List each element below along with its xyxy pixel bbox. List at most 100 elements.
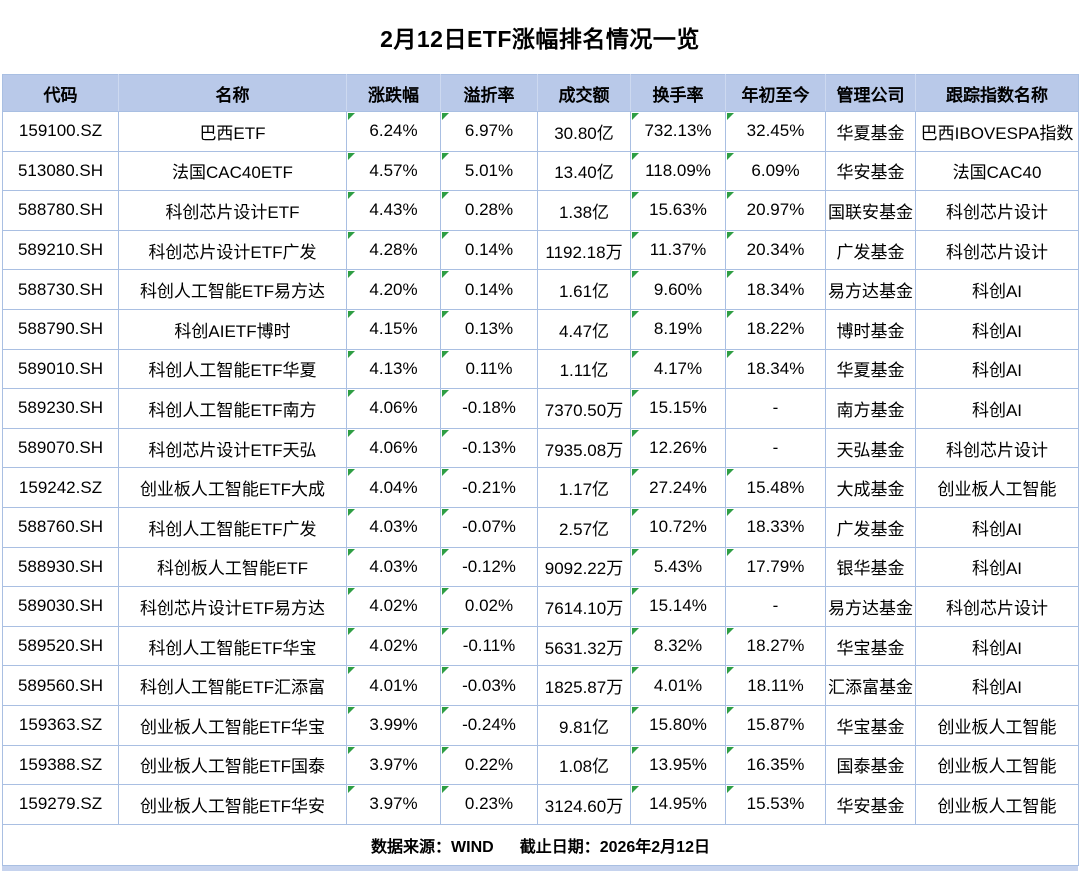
cell-ytd[interactable]: 6.09% [725,150,826,192]
cell-premium[interactable]: 0.02% [440,586,538,627]
cell-change[interactable]: 4.06% [346,427,441,469]
cell-ytd[interactable]: 18.11% [725,665,826,706]
cell-premium[interactable]: 0.14% [440,229,538,271]
cell-premium[interactable]: 5.01% [440,150,538,192]
cell-turnover[interactable]: 30.80亿 [537,111,631,152]
cell-premium[interactable]: -0.24% [440,704,538,746]
column-header-premium[interactable]: 溢折率 [440,74,538,112]
cell-turnover_rate[interactable]: 15.63% [630,190,726,231]
cell-ytd[interactable]: - [725,427,826,469]
cell-index[interactable]: 科创AI [915,506,1079,548]
cell-index[interactable]: 创业板人工智能 [915,744,1079,786]
column-header-turnover_rate[interactable]: 换手率 [630,74,726,112]
cell-name[interactable]: 创业板人工智能ETF华安 [118,784,347,825]
cell-code[interactable]: 588760.SH [2,506,119,548]
cell-index[interactable]: 科创AI [915,625,1079,667]
cell-index[interactable]: 科创AI [915,665,1079,706]
cell-name[interactable]: 科创人工智能ETF华夏 [118,348,347,390]
cell-index[interactable]: 创业板人工智能 [915,704,1079,746]
cell-premium[interactable]: 0.28% [440,190,538,231]
cell-name[interactable]: 科创板人工智能ETF [118,546,347,588]
cell-change[interactable]: 4.43% [346,190,441,231]
cell-manager[interactable]: 汇添富基金 [825,665,916,706]
column-header-manager[interactable]: 管理公司 [825,74,916,112]
cell-premium[interactable]: -0.18% [440,388,538,429]
cell-index[interactable]: 科创AI [915,269,1079,310]
cell-premium[interactable]: -0.03% [440,665,538,706]
cell-ytd[interactable]: - [725,586,826,627]
cell-turnover[interactable]: 7614.10万 [537,586,631,627]
cell-turnover[interactable]: 1825.87万 [537,665,631,706]
cell-ytd[interactable]: 32.45% [725,111,826,152]
cell-ytd[interactable]: 15.87% [725,704,826,746]
cell-index[interactable]: 巴西IBOVESPA指数 [915,111,1079,152]
cell-premium[interactable]: -0.11% [440,625,538,667]
cell-code[interactable]: 159242.SZ [2,467,119,508]
cell-name[interactable]: 创业板人工智能ETF大成 [118,467,347,508]
column-header-code[interactable]: 代码 [2,74,119,112]
cell-turnover_rate[interactable]: 732.13% [630,111,726,152]
column-header-ytd[interactable]: 年初至今 [725,74,826,112]
cell-name[interactable]: 科创人工智能ETF汇添富 [118,665,347,706]
cell-turnover[interactable]: 1.08亿 [537,744,631,786]
cell-premium[interactable]: -0.12% [440,546,538,588]
cell-name[interactable]: 科创人工智能ETF南方 [118,388,347,429]
cell-turnover[interactable]: 13.40亿 [537,150,631,192]
cell-manager[interactable]: 广发基金 [825,506,916,548]
cell-manager[interactable]: 华宝基金 [825,704,916,746]
cell-change[interactable]: 4.03% [346,546,441,588]
cell-code[interactable]: 159279.SZ [2,784,119,825]
cell-name[interactable]: 科创芯片设计ETF天弘 [118,427,347,469]
cell-manager[interactable]: 大成基金 [825,467,916,508]
cell-premium[interactable]: 6.97% [440,111,538,152]
cell-turnover[interactable]: 7935.08万 [537,427,631,469]
cell-name[interactable]: 科创芯片设计ETF易方达 [118,586,347,627]
data-source-note[interactable]: 数据来源：WIND 截止日期：2026年2月12日 [2,823,1079,866]
cell-turnover[interactable]: 9.81亿 [537,704,631,746]
cell-manager[interactable]: 南方基金 [825,388,916,429]
cell-turnover[interactable]: 1.11亿 [537,348,631,390]
cell-turnover_rate[interactable]: 15.15% [630,388,726,429]
cell-name[interactable]: 科创芯片设计ETF [118,190,347,231]
cell-turnover[interactable]: 2.57亿 [537,506,631,548]
cell-turnover[interactable]: 4.47亿 [537,308,631,350]
cell-ytd[interactable]: 20.97% [725,190,826,231]
cell-index[interactable]: 科创AI [915,308,1079,350]
cell-turnover[interactable]: 7370.50万 [537,388,631,429]
cell-index[interactable]: 创业板人工智能 [915,467,1079,508]
cell-name[interactable]: 巴西ETF [118,111,347,152]
cell-turnover_rate[interactable]: 4.01% [630,665,726,706]
cell-change[interactable]: 4.28% [346,229,441,271]
column-header-turnover[interactable]: 成交额 [537,74,631,112]
cell-code[interactable]: 588790.SH [2,308,119,350]
cell-ytd[interactable]: 17.79% [725,546,826,588]
cell-manager[interactable]: 国泰基金 [825,744,916,786]
cell-index[interactable]: 法国CAC40 [915,150,1079,192]
cell-code[interactable]: 513080.SH [2,150,119,192]
cell-turnover_rate[interactable]: 8.19% [630,308,726,350]
cell-manager[interactable]: 博时基金 [825,308,916,350]
cell-premium[interactable]: 0.13% [440,308,538,350]
cell-premium[interactable]: -0.07% [440,506,538,548]
cell-code[interactable]: 159100.SZ [2,111,119,152]
cell-code[interactable]: 159388.SZ [2,744,119,786]
cell-code[interactable]: 588730.SH [2,269,119,310]
cell-turnover[interactable]: 3124.60万 [537,784,631,825]
cell-premium[interactable]: 0.23% [440,784,538,825]
cell-ytd[interactable]: 18.22% [725,308,826,350]
cell-manager[interactable]: 华安基金 [825,150,916,192]
cell-change[interactable]: 4.57% [346,150,441,192]
cell-change[interactable]: 6.24% [346,111,441,152]
cell-change[interactable]: 4.03% [346,506,441,548]
cell-index[interactable]: 科创芯片设计 [915,586,1079,627]
cell-manager[interactable]: 华宝基金 [825,625,916,667]
cell-turnover_rate[interactable]: 10.72% [630,506,726,548]
cell-turnover_rate[interactable]: 4.17% [630,348,726,390]
cell-name[interactable]: 科创芯片设计ETF广发 [118,229,347,271]
cell-change[interactable]: 4.20% [346,269,441,310]
cell-turnover_rate[interactable]: 11.37% [630,229,726,271]
cell-name[interactable]: 法国CAC40ETF [118,150,347,192]
cell-turnover_rate[interactable]: 5.43% [630,546,726,588]
cell-index[interactable]: 科创AI [915,348,1079,390]
cell-change[interactable]: 3.97% [346,744,441,786]
